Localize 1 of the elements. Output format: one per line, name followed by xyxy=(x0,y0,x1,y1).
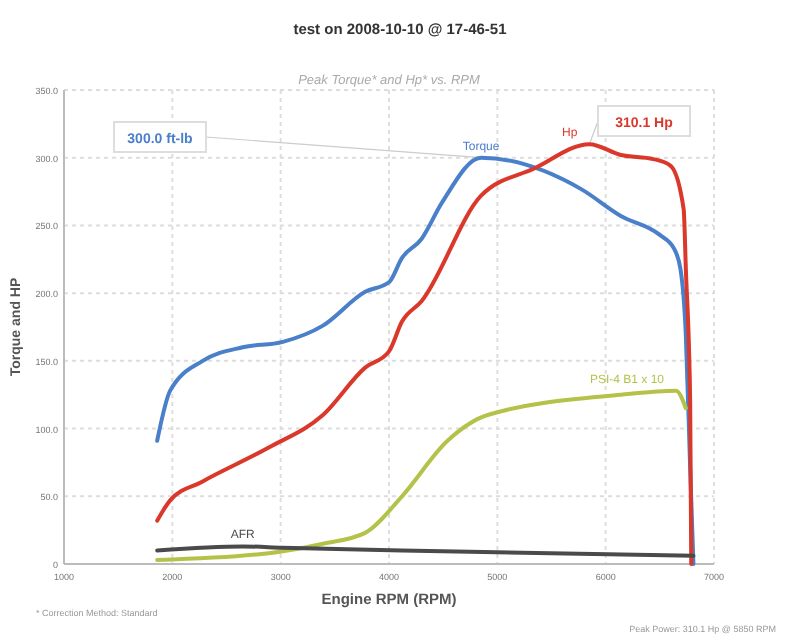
line-series xyxy=(155,388,688,562)
